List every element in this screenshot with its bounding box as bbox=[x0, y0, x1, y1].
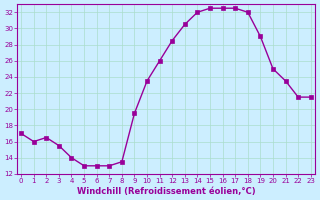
X-axis label: Windchill (Refroidissement éolien,°C): Windchill (Refroidissement éolien,°C) bbox=[76, 187, 255, 196]
